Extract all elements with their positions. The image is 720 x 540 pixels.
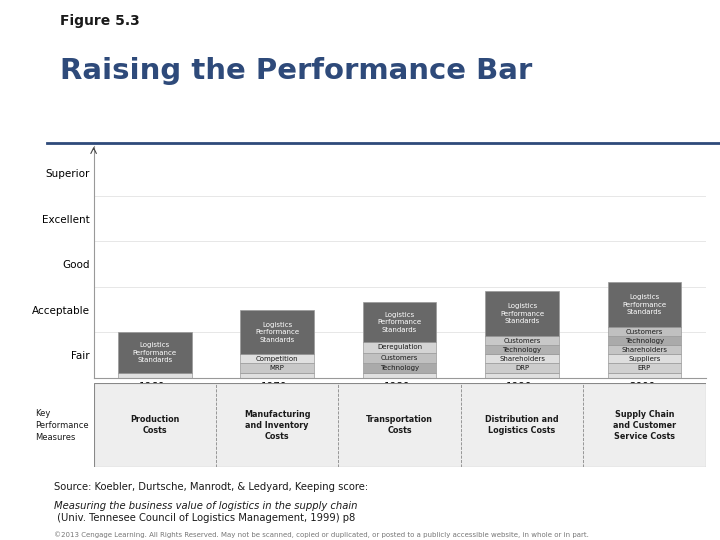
Text: Measuring the business value of logistics in the supply chain: Measuring the business value of logistic… (53, 501, 357, 511)
Text: Competition: Competition (256, 356, 299, 362)
Bar (485, 363, 559, 373)
Bar (363, 373, 436, 378)
Bar (240, 310, 314, 354)
Bar (363, 362, 436, 373)
Bar (363, 342, 436, 353)
Text: Logistics
Performance
Standards: Logistics Performance Standards (500, 303, 544, 325)
Text: Customers: Customers (503, 338, 541, 343)
Text: Customers: Customers (626, 328, 663, 335)
Bar (363, 353, 436, 362)
Text: Shareholders: Shareholders (621, 347, 667, 353)
Bar (608, 373, 681, 378)
Bar (363, 302, 436, 342)
Text: Supply Chain
and Customer
Service Costs: Supply Chain and Customer Service Costs (613, 410, 676, 441)
Bar (240, 373, 314, 378)
Text: Distribution and
Logistics Costs: Distribution and Logistics Costs (485, 415, 559, 435)
Bar (485, 292, 559, 336)
Text: Production
Costs: Production Costs (130, 415, 179, 435)
Text: Deregulation: Deregulation (377, 345, 422, 350)
Bar (608, 354, 681, 363)
Text: Logistics
Performance
Standards: Logistics Performance Standards (622, 294, 667, 315)
Text: Suppliers: Suppliers (629, 356, 660, 362)
Text: Customers: Customers (381, 355, 418, 361)
Bar (118, 333, 192, 373)
Bar (485, 336, 559, 345)
Bar (608, 336, 681, 345)
Text: Raising the Performance Bar: Raising the Performance Bar (60, 57, 533, 85)
Bar (118, 373, 192, 378)
Text: DRP: DRP (515, 365, 529, 371)
Bar (608, 327, 681, 336)
Bar (485, 373, 559, 378)
Text: Key
Performance
Measures: Key Performance Measures (35, 409, 89, 442)
Text: Manufacturing
and Inventory
Costs: Manufacturing and Inventory Costs (244, 410, 310, 441)
Bar (240, 354, 314, 363)
Text: (Univ. Tennesee Council of Logistics Management, 1999) p8: (Univ. Tennesee Council of Logistics Man… (53, 514, 355, 523)
Text: Logistics
Performance
Standards: Logistics Performance Standards (377, 312, 422, 333)
Text: Figure 5.3: Figure 5.3 (60, 14, 140, 28)
Text: Logistics
Performance
Standards: Logistics Performance Standards (255, 321, 300, 342)
Text: ©2013 Cengage Learning. All Rights Reserved. May not be scanned, copied or dupli: ©2013 Cengage Learning. All Rights Reser… (53, 531, 588, 538)
Text: Source: Koebler, Durtsche, Manrodt, & Ledyard, Keeping score:: Source: Koebler, Durtsche, Manrodt, & Le… (53, 482, 371, 492)
Text: MRP: MRP (270, 365, 284, 371)
Text: Logistics
Performance
Standards: Logistics Performance Standards (132, 342, 177, 363)
Bar (608, 282, 681, 327)
Bar (485, 354, 559, 363)
Text: Technology: Technology (503, 347, 541, 353)
Text: Technology: Technology (625, 338, 664, 343)
Bar (608, 345, 681, 354)
Text: Shareholders: Shareholders (499, 356, 545, 362)
Text: ERP: ERP (638, 365, 651, 371)
Bar (485, 345, 559, 354)
Text: Technology: Technology (380, 364, 419, 370)
Bar (240, 363, 314, 373)
Bar (608, 363, 681, 373)
Text: Transportation
Costs: Transportation Costs (366, 415, 433, 435)
